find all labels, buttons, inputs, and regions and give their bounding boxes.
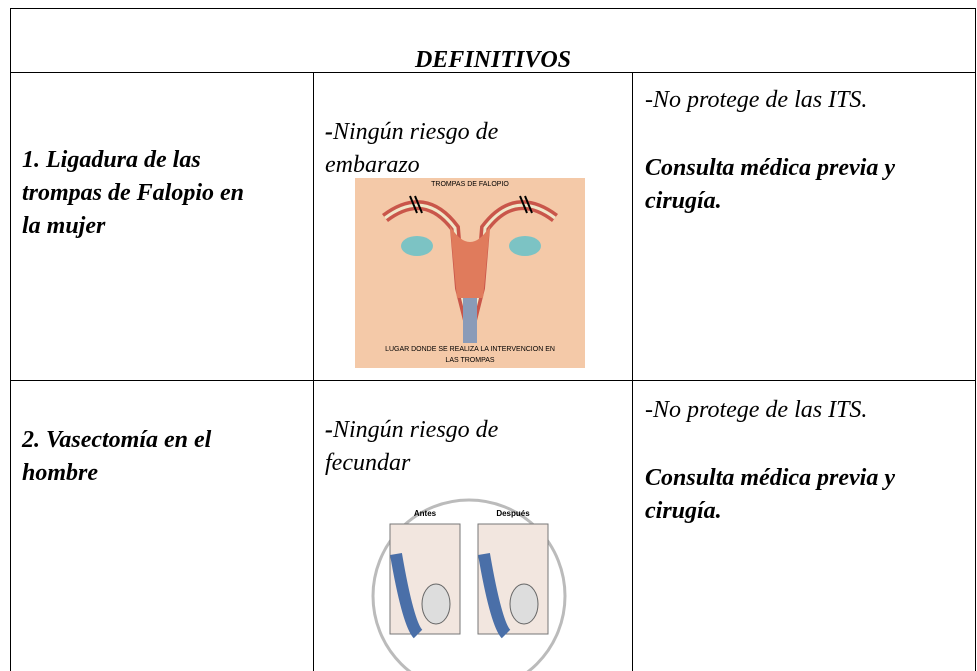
marker: -	[325, 119, 333, 145]
figure-label: TROMPAS DE FALOPIO	[431, 181, 509, 188]
border	[10, 72, 976, 73]
figure-label: Después	[496, 509, 530, 518]
requirement: Consulta médica previa y cirugía.	[645, 155, 895, 214]
border	[313, 72, 314, 671]
benefit: -Ningún riesgo de fecundar	[325, 414, 565, 480]
figure-caption: LAS TROMPAS	[445, 357, 494, 364]
note: -No protege de las ITS.	[645, 397, 868, 423]
figure-label: Antes	[414, 509, 437, 518]
benefit: -Ningún riesgo de embarazo	[325, 116, 565, 182]
note: -No protege de las ITS.	[645, 87, 868, 113]
method: 1. Ligadura de las trompas de Falopio en…	[22, 147, 245, 239]
border	[10, 8, 976, 9]
border	[632, 72, 633, 671]
benefit-text: Ningún riesgo de fecundar	[325, 417, 499, 476]
title: DEFINITIVOS	[414, 47, 572, 73]
border	[10, 8, 11, 671]
method: 2. Vasectomía en el hombre	[22, 427, 212, 486]
border	[975, 8, 976, 671]
border	[10, 380, 976, 381]
benefit-text: Ningún riesgo de embarazo	[325, 119, 499, 178]
figure: TROMPAS DE FALOPIO LUGAR DONDE SE REALIZ…	[355, 178, 585, 368]
figure: Antes Después	[371, 498, 567, 671]
figure-caption: LUGAR DONDE SE REALIZA LA INTERVENCION E…	[385, 346, 555, 353]
requirement: Consulta médica previa y cirugía.	[645, 465, 895, 524]
marker: -	[325, 417, 333, 443]
